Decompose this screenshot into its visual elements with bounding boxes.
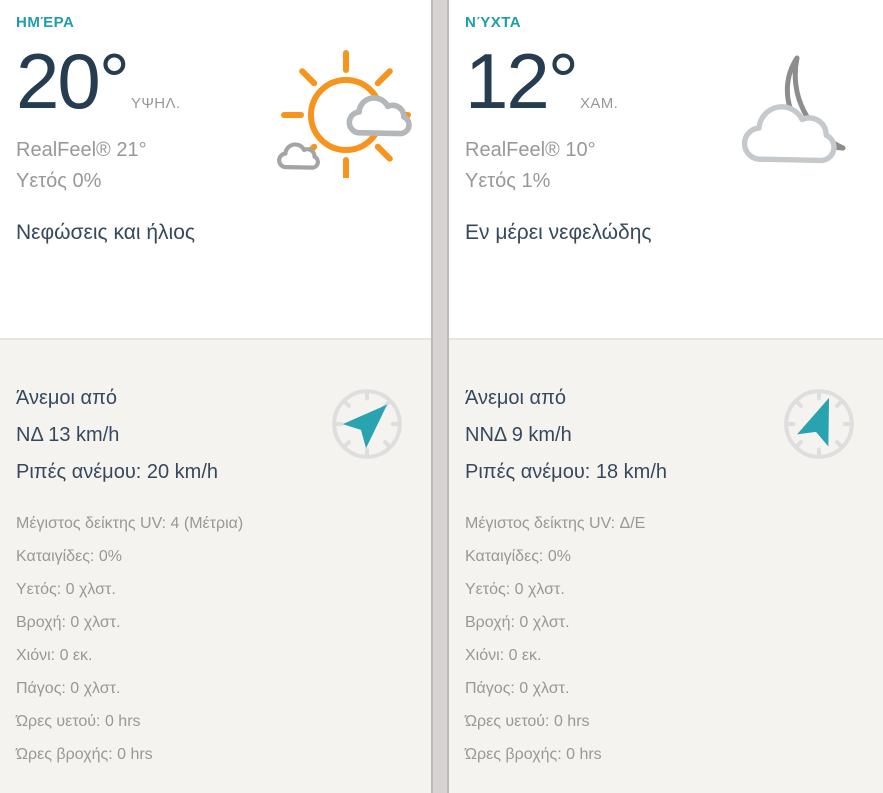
day-panel: ΗΜΈΡΑ 20° ΥΨΗΛ. RealFeel® 21° Υετός 0% Ν… bbox=[0, 0, 431, 793]
night-stat-precip: Υετός: 0 χλστ. bbox=[465, 581, 565, 598]
day-description: Νεφώσεις και ήλιος bbox=[16, 220, 196, 244]
day-wind-direction-speed: ΝΔ 13 km/h bbox=[16, 424, 120, 446]
day-wind-gusts: Ριπές ανέμου: 20 km/h bbox=[16, 461, 219, 483]
night-wind-gusts: Ριπές ανέμου: 18 km/h bbox=[465, 461, 668, 483]
moon-cloud-icon bbox=[731, 44, 851, 184]
night-temperature: 12° bbox=[465, 37, 579, 125]
day-stat-precip-hours: Ώρες υετού: 0 hrs bbox=[16, 713, 141, 730]
night-stat-uv: Μέγιστος δείκτης UV: Δ/Ε bbox=[465, 515, 646, 532]
night-realfeel: RealFeel® 10° bbox=[465, 138, 596, 161]
day-details: Άνεμοι από ΝΔ 13 km/h Ριπές ανέμου: 20 k… bbox=[0, 338, 431, 793]
night-precip-probability: Υετός 1% bbox=[465, 169, 551, 192]
day-stat-thunderstorms: Καταιγίδες: 0% bbox=[16, 548, 122, 565]
day-wind-text: Άνεμοι από ΝΔ 13 km/h Ριπές ανέμου: 20 k… bbox=[16, 380, 218, 491]
night-panel: ΝΎΧΤΑ 12° ΧΑΜ. RealFeel® 10° Υετός 1% Εν… bbox=[449, 0, 883, 793]
day-wind-intro: Άνεμοι από bbox=[16, 387, 118, 409]
day-precip-probability: Υετός 0% bbox=[16, 169, 102, 192]
night-stat-rain-hours: Ώρες βροχής: 0 hrs bbox=[465, 746, 602, 763]
night-stat-precip-hours: Ώρες υετού: 0 hrs bbox=[465, 713, 590, 730]
night-wind-intro: Άνεμοι από bbox=[465, 387, 567, 409]
night-wind-text: Άνεμοι από ΝΝΔ 9 km/h Ριπές ανέμου: 18 k… bbox=[465, 380, 667, 491]
day-stat-uv: Μέγιστος δείκτης UV: 4 (Μέτρια) bbox=[16, 515, 244, 532]
sun-clouds-icon bbox=[271, 38, 421, 183]
day-stat-ice: Πάγος: 0 χλστ. bbox=[16, 680, 121, 697]
night-summary: ΝΎΧΤΑ 12° ΧΑΜ. RealFeel® 10° Υετός 1% Εν… bbox=[449, 0, 883, 338]
day-header: ΗΜΈΡΑ bbox=[16, 14, 75, 31]
day-temperature-row: 20° ΥΨΗΛ. bbox=[16, 37, 415, 125]
day-wind-block: Άνεμοι από ΝΔ 13 km/h Ριπές ανέμου: 20 k… bbox=[16, 380, 415, 491]
day-stat-precip: Υετός: 0 χλστ. bbox=[16, 581, 116, 598]
night-wind-block: Άνεμοι από ΝΝΔ 9 km/h Ριπές ανέμου: 18 k… bbox=[465, 380, 867, 491]
night-stats-list: Μέγιστος δείκτης UV: Δ/Ε Καταιγίδες: 0% … bbox=[465, 507, 867, 771]
day-stats-list: Μέγιστος δείκτης UV: 4 (Μέτρια) Καταιγίδ… bbox=[16, 507, 415, 771]
night-details: Άνεμοι από ΝΝΔ 9 km/h Ριπές ανέμου: 18 k… bbox=[449, 338, 883, 793]
day-stat-snow: Χιόνι: 0 εκ. bbox=[16, 647, 93, 664]
day-temp-qualifier: ΥΨΗΛ. bbox=[130, 95, 181, 112]
night-stat-ice: Πάγος: 0 χλστ. bbox=[465, 680, 570, 697]
night-description: Εν μέρει νεφελώδης bbox=[465, 220, 652, 244]
day-summary: ΗΜΈΡΑ 20° ΥΨΗΛ. RealFeel® 21° Υετός 0% Ν… bbox=[0, 0, 431, 338]
day-stat-rain-hours: Ώρες βροχής: 0 hrs bbox=[16, 746, 153, 763]
night-stat-thunderstorms: Καταιγίδες: 0% bbox=[465, 548, 571, 565]
day-meta: RealFeel® 21° Υετός 0% bbox=[16, 135, 415, 197]
day-stat-rain: Βροχή: 0 χλστ. bbox=[16, 614, 121, 631]
night-stat-snow: Χιόνι: 0 εκ. bbox=[465, 647, 542, 664]
night-meta: RealFeel® 10° Υετός 1% bbox=[465, 135, 867, 197]
night-temp-qualifier: ΧΑΜ. bbox=[579, 95, 619, 112]
day-wind-compass-icon bbox=[327, 384, 407, 464]
panel-divider bbox=[431, 0, 449, 793]
night-header: ΝΎΧΤΑ bbox=[465, 14, 522, 31]
night-wind-direction-speed: ΝΝΔ 9 km/h bbox=[465, 424, 572, 446]
day-realfeel: RealFeel® 21° bbox=[16, 138, 147, 161]
night-wind-compass-icon bbox=[779, 384, 859, 464]
day-temperature: 20° bbox=[16, 37, 130, 125]
night-temperature-row: 12° ΧΑΜ. bbox=[465, 37, 867, 125]
night-stat-rain: Βροχή: 0 χλστ. bbox=[465, 614, 570, 631]
